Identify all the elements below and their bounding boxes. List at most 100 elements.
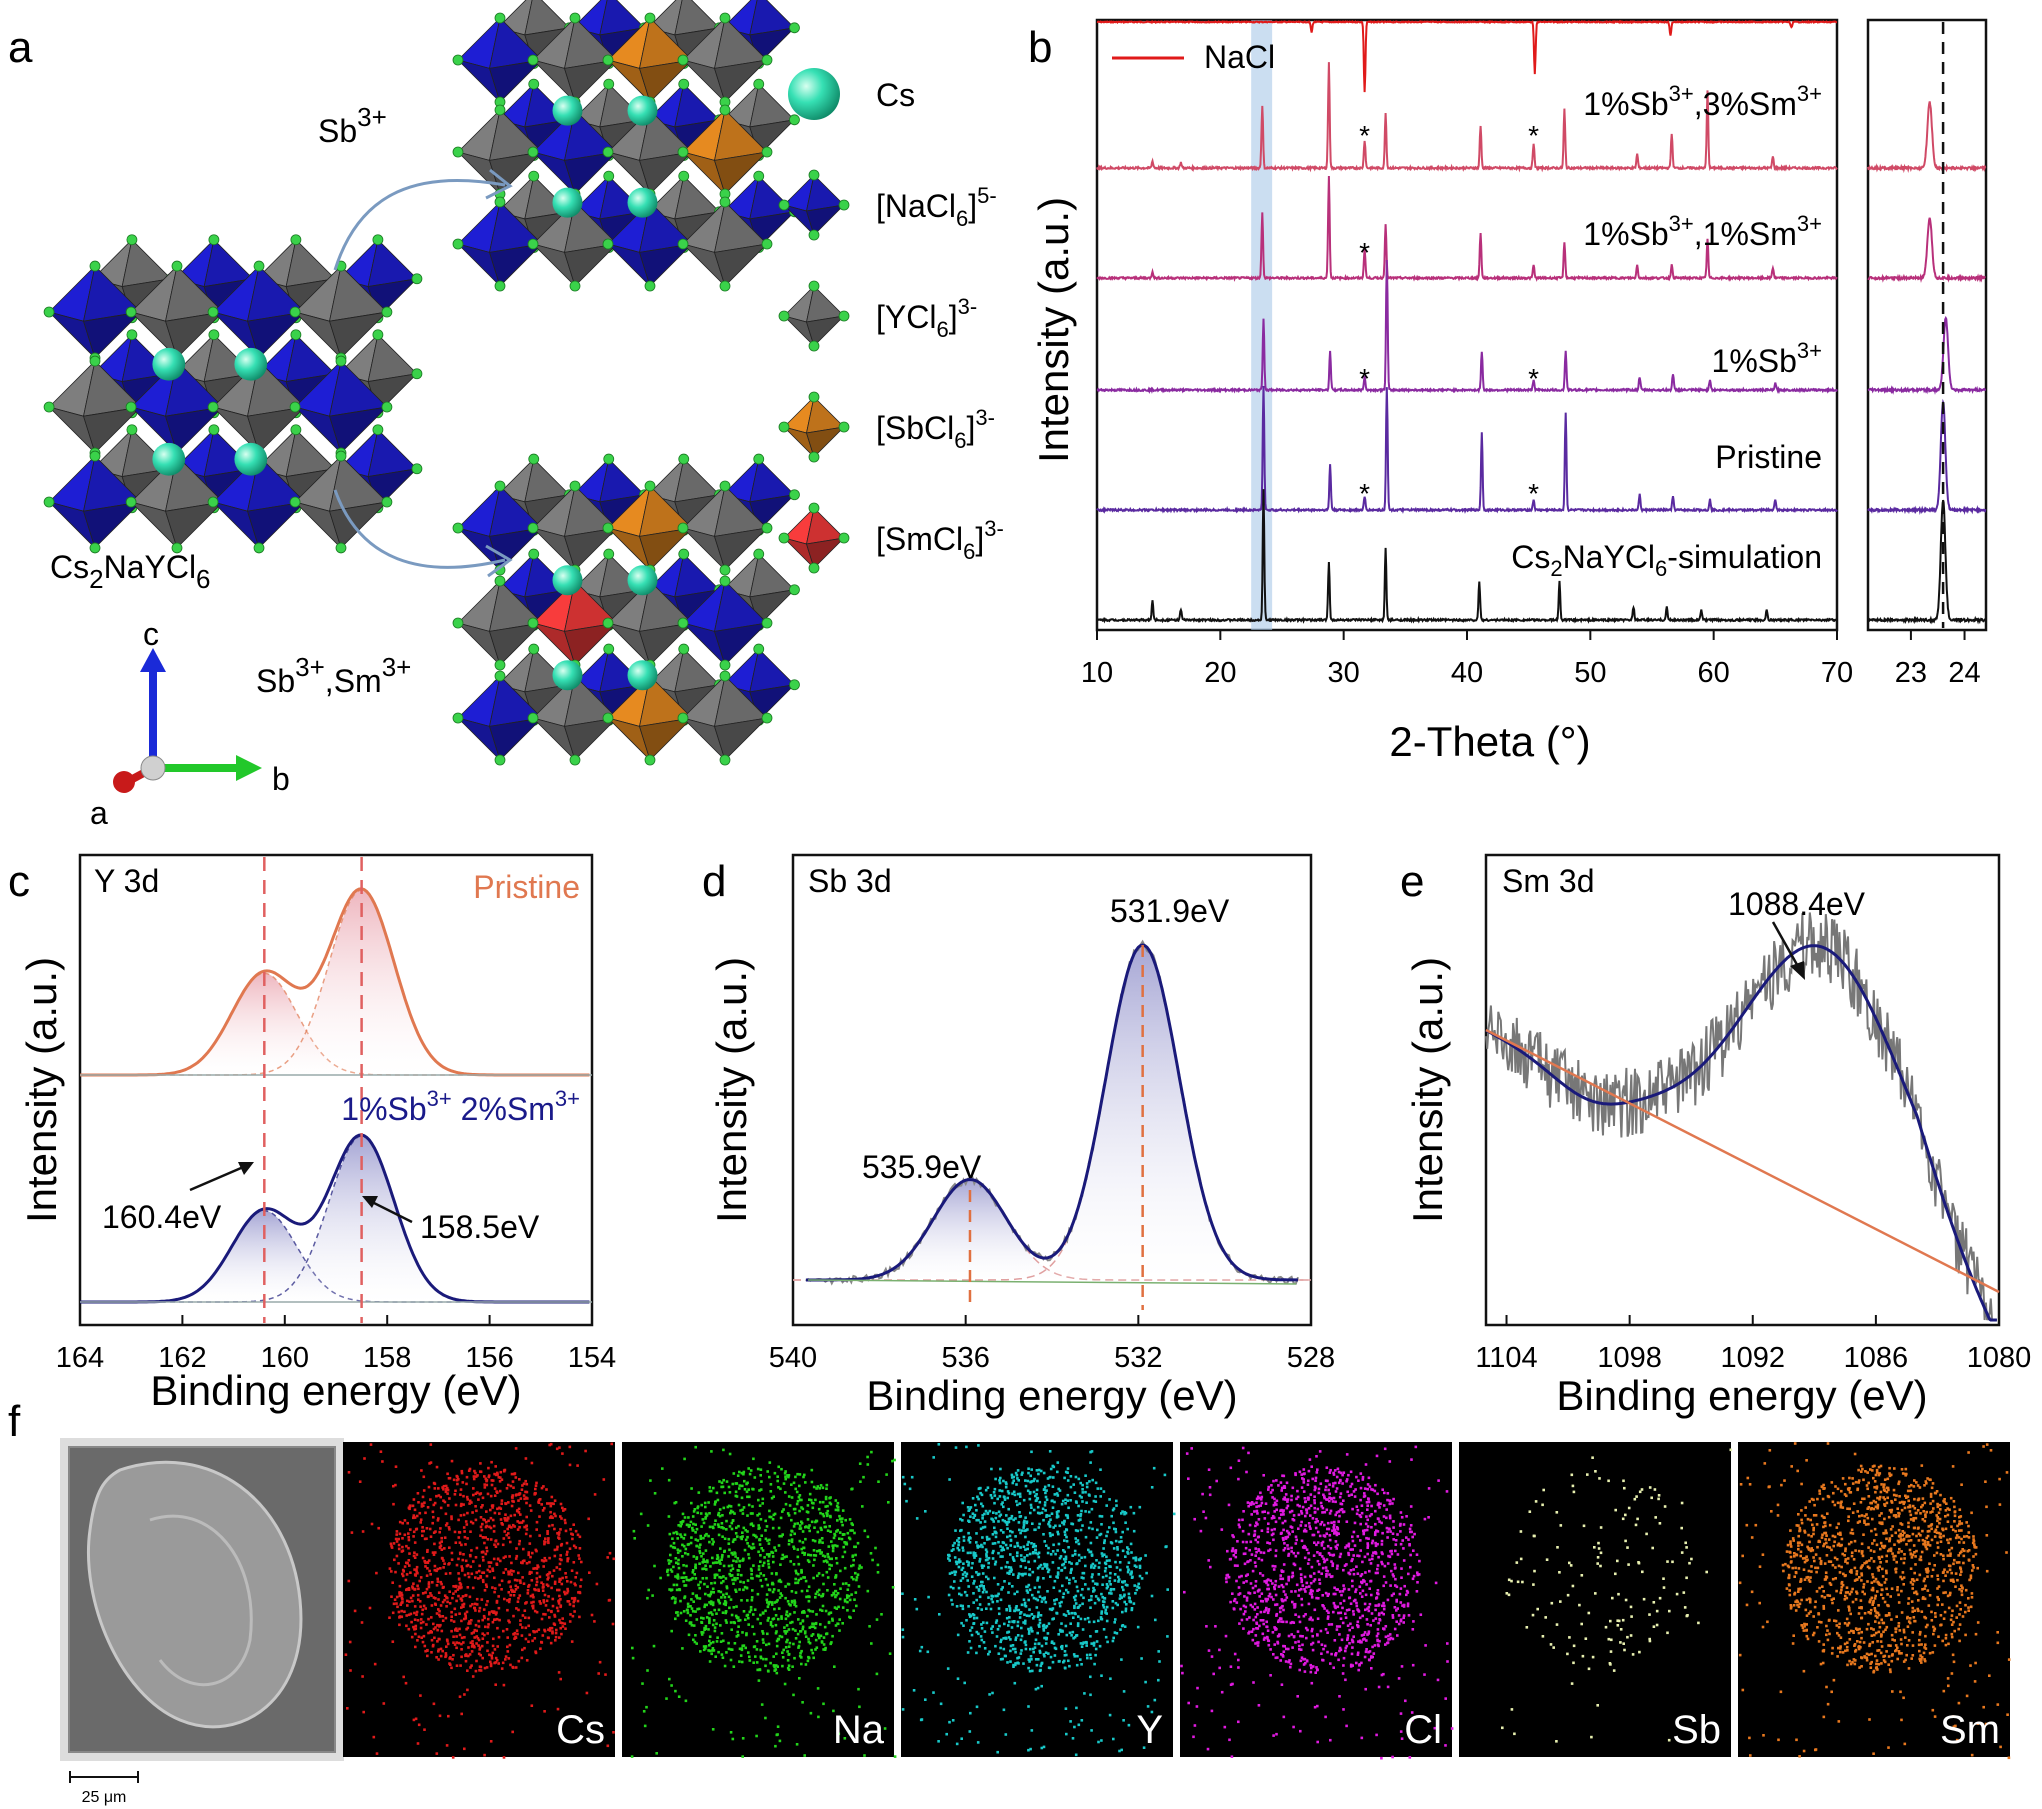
- xrd-x-label: 2-Theta (°): [1389, 718, 1590, 765]
- xps-tick-label: 528: [1287, 1342, 1335, 1374]
- cs-sphere: [552, 187, 583, 218]
- sm3d-plot: 1104 1098 1092 1086 1080: [1475, 912, 2031, 1374]
- octahedron: [452, 670, 548, 766]
- xrd-y-label: Intensity (a.u.): [1030, 197, 1077, 463]
- xrd-series-0: [1096, 19, 1838, 93]
- xrd-series-1: [1096, 62, 1838, 173]
- sb3d-component-1: [793, 944, 1311, 1281]
- octahedron: [527, 575, 623, 671]
- sb3d-y-label: Intensity (a.u.): [708, 957, 755, 1223]
- octahedron: [289, 260, 393, 364]
- octahedron: [677, 480, 773, 576]
- xps-tick-label: 540: [769, 1342, 817, 1374]
- legend-octahedron-nacl6: [778, 169, 850, 241]
- panel-a: a Sb3+ Sb3+,Sm3+ Cs2NaYCl6 c b a Cs [NaCl…: [8, 0, 1004, 831]
- panel-letter-a: a: [8, 23, 33, 72]
- legend-label-cs: Cs: [876, 77, 915, 113]
- xrd-traces: [1096, 19, 1838, 624]
- edx-maps: Cs Na Y Cl Sb Sm: [60, 1438, 2011, 1761]
- sm3d-x-label: Binding energy (eV): [1556, 1372, 1927, 1419]
- legend-label-sbcl6: [SbCl6]3-: [876, 405, 995, 453]
- octahedron: [289, 355, 393, 459]
- panel-letter-b: b: [1028, 23, 1052, 72]
- sb3d-raw: [805, 939, 1299, 1286]
- legend-item-cs: Cs: [788, 68, 915, 120]
- xrd-tick-label: 50: [1574, 657, 1606, 689]
- edx-map-cs: Cs: [343, 1442, 616, 1759]
- inset-series-2: [1867, 315, 1987, 395]
- xrd-series-4: [1096, 385, 1838, 514]
- octahedron: [602, 196, 698, 292]
- scale-bar-label: 25 μm: [82, 1789, 127, 1806]
- impurity-star: *: [1528, 363, 1539, 394]
- y3d-frame: [78, 853, 594, 1327]
- trace-label-3: 1%Sb3+: [1712, 338, 1822, 379]
- axis-a-label: a: [90, 795, 108, 831]
- sem-image: [60, 1438, 344, 1761]
- impurity-star: *: [1359, 478, 1370, 509]
- sb3d-title: Sb 3d: [808, 863, 892, 899]
- y3d-pristine-label: Pristine: [473, 869, 580, 905]
- panel-d: d 540 536 532 528 Sb 3d 531.9eV 535.9eV Int…: [702, 853, 1335, 1419]
- y3d-arrow-1: [189, 1163, 249, 1192]
- y3d-peak-1-label: 160.4eV: [102, 1199, 222, 1235]
- cs-sphere: [552, 660, 583, 691]
- crystal-sb-sm: [452, 453, 800, 766]
- legend-label-nacl6: [NaCl6]5-: [876, 183, 997, 231]
- octahedron: [43, 260, 147, 364]
- arrow-to-sbsm: [333, 489, 506, 569]
- legend-item-smcl6: [SmCl6]3-: [778, 502, 1004, 574]
- edx-map-label-cl: Cl: [1404, 1708, 1442, 1752]
- cs-sphere: [152, 347, 186, 381]
- xrd-inset-frame: [1866, 18, 1988, 632]
- inset-series-1: [1867, 217, 1986, 283]
- cs-sphere: [627, 95, 658, 126]
- sb3d-baseline: [807, 1279, 1297, 1285]
- y3d-doped-label: 1%Sb3+ 2%Sm3+: [341, 1086, 580, 1127]
- xps-tick-label: 1104: [1475, 1342, 1537, 1374]
- trace-label-1: 1%Sb3+,3%Sm3+: [1583, 81, 1822, 122]
- octahedron: [452, 480, 548, 576]
- octahedron-back: [717, 548, 800, 631]
- edx-map-sm: Sm: [1738, 1442, 2011, 1760]
- octahedron: [452, 12, 548, 108]
- legend-label-ycl6: [YCl6]3-: [876, 294, 977, 342]
- inset-series-0: [1867, 101, 1987, 174]
- xrd-tick-label: 20: [1204, 657, 1236, 689]
- highlight-band: [1251, 20, 1273, 630]
- cs-sphere: [552, 95, 583, 126]
- y3d-arrow-1-head: [238, 1162, 254, 1175]
- cs-sphere: [627, 187, 658, 218]
- sb3d-plot: 540 536 532 528: [769, 939, 1335, 1374]
- xrd-tick-label: 40: [1451, 657, 1483, 689]
- crystal-sb: [452, 0, 800, 292]
- legend-label-smcl6: [SmCl6]3-: [876, 516, 1004, 564]
- xrd-ticks: 10 20 30 40 50 60 70 23 24: [1081, 630, 1981, 689]
- xrd-inset-traces: [1867, 22, 1987, 628]
- inset-series-4: [1867, 499, 1986, 625]
- impurity-star: *: [1528, 478, 1539, 509]
- edx-map-y: Y: [901, 1442, 1176, 1757]
- sm3d-raw: [1485, 912, 1997, 1321]
- legend-item-sbcl6: [SbCl6]3-: [778, 391, 995, 463]
- xps-tick-label: 532: [1114, 1342, 1162, 1374]
- xrd-stars: * * * * * * *: [1359, 120, 1539, 509]
- inset-series-3: [1867, 398, 1987, 516]
- sm3d-title: Sm 3d: [1502, 863, 1594, 899]
- octahedron: [289, 450, 393, 554]
- xps-tick-label: 1086: [1844, 1342, 1909, 1374]
- cs-sphere: [234, 347, 268, 381]
- cs-sphere: [627, 660, 658, 691]
- octahedron: [207, 260, 311, 364]
- axis-c-label: c: [143, 616, 159, 652]
- octahedron: [677, 12, 773, 108]
- octahedron: [125, 260, 229, 364]
- xrd-tick-label: 30: [1328, 657, 1360, 689]
- xps-tick-label: 154: [568, 1342, 616, 1374]
- arrow-to-sb: [333, 178, 506, 271]
- xrd-tick-label: 60: [1698, 657, 1730, 689]
- sb3d-fit: [805, 943, 1299, 1282]
- y3d-arrow-2-head: [362, 1196, 378, 1208]
- cs-sphere: [152, 442, 186, 476]
